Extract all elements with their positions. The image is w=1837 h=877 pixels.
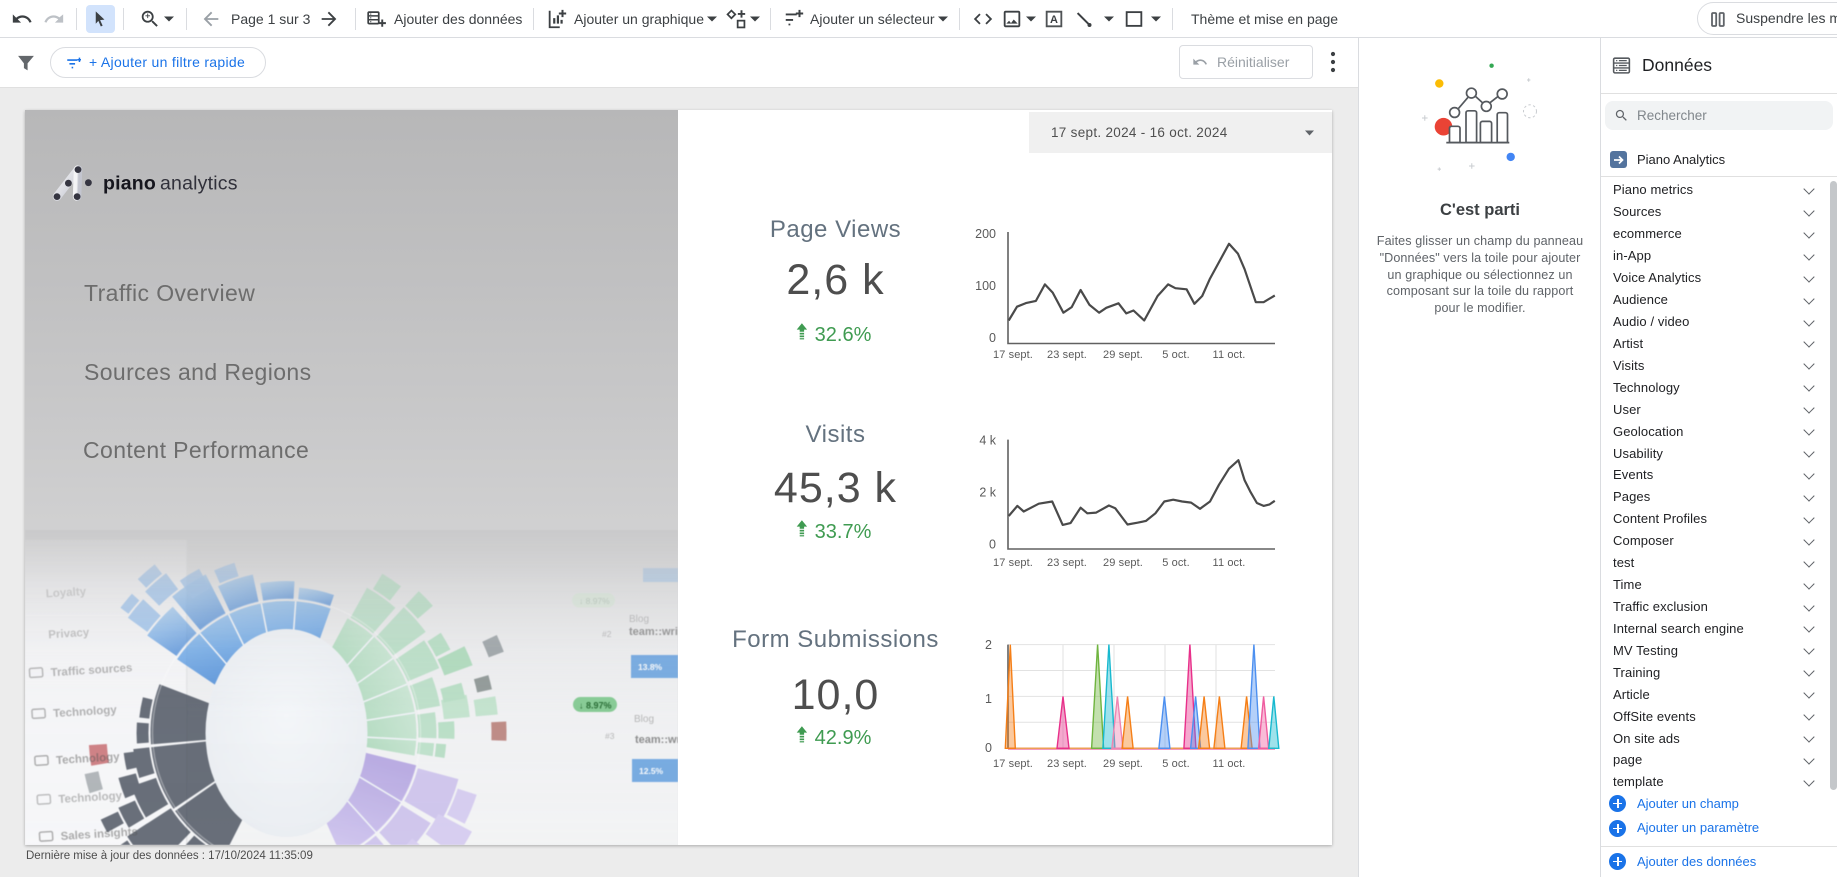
svg-text:piano: piano xyxy=(103,173,156,195)
svg-text:23 sept.: 23 sept. xyxy=(1047,758,1087,770)
svg-text:11 oct.: 11 oct. xyxy=(1213,758,1246,770)
svg-text:5 oct.: 5 oct. xyxy=(1162,557,1190,569)
svg-text:4 k: 4 k xyxy=(979,434,996,448)
svg-text:2: 2 xyxy=(985,638,992,652)
svg-text:Sales insights: Sales insights xyxy=(60,826,138,843)
svg-text:5 oct.: 5 oct. xyxy=(1162,758,1190,770)
svg-text:12.5%: 12.5% xyxy=(639,766,664,776)
svg-text:23 sept.: 23 sept. xyxy=(1047,557,1087,569)
svg-text:Technology: Technology xyxy=(56,751,121,767)
svg-text:1: 1 xyxy=(985,692,992,706)
svg-text:100: 100 xyxy=(975,279,996,293)
svg-text:200: 200 xyxy=(975,227,996,241)
svg-text:0: 0 xyxy=(985,741,992,755)
svg-text:5 oct.: 5 oct. xyxy=(1162,349,1190,361)
svg-text:2 k: 2 k xyxy=(979,486,996,500)
svg-text:#3: #3 xyxy=(605,731,615,741)
svg-text:29 sept.: 29 sept. xyxy=(1103,758,1143,770)
svg-text:23 sept.: 23 sept. xyxy=(1047,349,1087,361)
svg-text:team::writ: team::writ xyxy=(635,734,678,746)
svg-text:11 oct.: 11 oct. xyxy=(1213,349,1246,361)
svg-text:analytics: analytics xyxy=(160,173,238,195)
svg-text:Technology: Technology xyxy=(58,790,123,806)
svg-text:Blog: Blog xyxy=(634,714,654,725)
svg-text:A: A xyxy=(1050,14,1058,26)
svg-text:29 sept.: 29 sept. xyxy=(1103,557,1143,569)
svg-text:0: 0 xyxy=(989,538,996,552)
svg-text:13.8%: 13.8% xyxy=(638,662,663,672)
svg-text:17 sept.: 17 sept. xyxy=(993,557,1033,569)
svg-text:Traffic sources: Traffic sources xyxy=(50,662,132,679)
svg-text:17 sept.: 17 sept. xyxy=(993,758,1033,770)
svg-text:29 sept.: 29 sept. xyxy=(1103,349,1143,361)
svg-text:0: 0 xyxy=(989,331,996,345)
svg-text:11 oct.: 11 oct. xyxy=(1213,557,1246,569)
svg-text:↓ 8.97%: ↓ 8.97% xyxy=(579,701,612,711)
svg-text:17 sept.: 17 sept. xyxy=(993,349,1033,361)
svg-text:Technology: Technology xyxy=(53,704,118,720)
